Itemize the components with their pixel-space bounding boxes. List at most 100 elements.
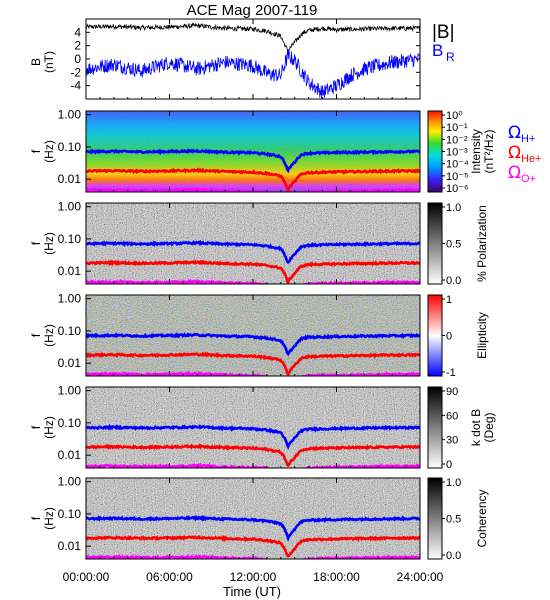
field-y-label: B	[29, 58, 43, 66]
panel-coherency: 1.00 0.10 0.01 f (Hz) 1.0 0.5 0.0 Coherency	[29, 475, 489, 562]
panel-ellipticity: 1.00 0.10 0.01 f (Hz) 1 0 -1 Ellipticity	[29, 292, 489, 379]
y-tick-label: 1.00	[58, 108, 82, 122]
kdotb-y-label: f	[29, 425, 43, 429]
y-tick-label: 0.10	[58, 507, 82, 521]
field-series-group	[85, 22, 421, 99]
gyro-line-H	[86, 423, 420, 451]
field-y-ticks: 420-2-4	[70, 25, 420, 93]
y-tick-label: 0.10	[58, 232, 82, 246]
coherency-y-label: f	[29, 516, 43, 520]
polarization-colorbar-label: % Polarization	[475, 205, 489, 282]
kdotb-y-unit: (Hz)	[42, 416, 56, 439]
gyro-line-He	[86, 351, 420, 376]
legend-omega-he-sub: He+	[521, 153, 542, 165]
spectrogram-panels: 1.000.100.01f (Hz)10⁰10⁻¹10⁻²10⁻³10⁻⁴10⁻⁵…	[29, 108, 496, 562]
polarization-y-unit: (Hz)	[42, 232, 56, 255]
x-tick-label: 00:00:00	[63, 570, 110, 584]
field-y-tick-label: -4	[70, 79, 81, 93]
kdotb-colorbar	[427, 386, 443, 469]
colorbar-tick-label: 0	[446, 331, 452, 343]
gyro-line-He	[86, 534, 420, 558]
colorbar-tick-label: 0.5	[446, 514, 461, 526]
gyro-line-He	[86, 259, 420, 284]
coherency-colorbar-label: Coherency	[475, 489, 489, 547]
panel-polarization: 1.00 0.10 0.01 f (Hz) 1.0 0.5 0.0 % Polarization	[29, 200, 489, 287]
y-tick-label: 1.00	[58, 384, 82, 398]
y-tick-label: 0.10	[58, 416, 82, 430]
gyro-line-He	[86, 443, 420, 468]
series-total-field	[85, 22, 421, 54]
field-y-tick-label: 4	[74, 25, 81, 39]
colorbar-tick-label: 10⁻³	[446, 147, 468, 159]
legend-omega-o: Ω	[508, 163, 521, 183]
legend-omega-h: Ω	[508, 123, 521, 143]
field-y-tick-label: 0	[74, 52, 81, 66]
colorbar-tick-label: 1	[446, 294, 452, 306]
colorbar-tick-label: 10⁻¹	[446, 122, 468, 134]
gyro-line-H	[86, 332, 420, 357]
colorbar-tick-label: -1	[446, 367, 456, 379]
ellipticity-colorbar	[427, 294, 443, 377]
y-tick-label: 1.00	[58, 475, 82, 489]
colorbar-tick-label: 10⁰	[446, 110, 463, 122]
kdotb-colorbar-label: k dot B	[469, 409, 483, 446]
y-tick-label: 0.01	[58, 356, 82, 370]
x-tick-label: 18:00:00	[313, 570, 360, 584]
legend-radial-field: B	[432, 41, 443, 60]
ellipticity-colorbar-label: Ellipticity	[475, 312, 489, 359]
colorbar-tick-label: 60	[446, 410, 458, 422]
chart-title: ACE Mag 2007-119	[187, 2, 318, 19]
field-y-unit: (nT)	[42, 51, 56, 73]
x-axis: 00:00:00 06:00:00 12:00:00 18:00:00 24:00:00	[63, 19, 444, 584]
panel-kdotb: 1.00 0.10 0.01 f (Hz) 90 60 30 0 k dot B (Deg)	[29, 384, 496, 471]
y-tick-label: 0.01	[58, 448, 82, 462]
colorbar-tick-label: 30	[446, 435, 458, 447]
legend-omega-h-sub: H+	[521, 133, 535, 145]
polarization-y-label: f	[29, 241, 43, 245]
gyro-line-H	[86, 148, 420, 174]
coherency-y-unit: (Hz)	[42, 507, 56, 530]
colorbar-tick-label: 10⁻⁶	[446, 183, 469, 195]
gyro-line-H	[86, 239, 420, 265]
intensity-y-unit: (Hz)	[42, 140, 56, 163]
colorbar-tick-label: 1.0	[446, 477, 461, 489]
colorbar-tick-label: 10⁻⁵	[446, 171, 469, 183]
field-panel: 420-2-4 B (nT) |B| B R	[29, 18, 455, 100]
colorbar-tick-label: 0.0	[446, 275, 461, 287]
legend-radial-sub: R	[446, 50, 455, 64]
polarization-colorbar	[427, 202, 443, 285]
intensity-colorbar-label: Intensity	[469, 129, 483, 174]
y-tick-label: 0.01	[58, 264, 82, 278]
colorbar-tick-label: 0.0	[446, 550, 461, 562]
intensity-colorbar	[427, 110, 443, 193]
intensity-y-label: f	[29, 149, 43, 153]
gyro-line-He	[86, 167, 420, 192]
y-tick-label: 0.01	[58, 539, 82, 553]
kdotb-colorbar-unit: (Deg)	[482, 412, 496, 442]
field-y-tick-label: -2	[70, 65, 81, 79]
y-tick-label: 0.10	[58, 324, 82, 338]
series-radial-field	[85, 49, 421, 99]
ellipticity-y-unit: (Hz)	[42, 324, 56, 347]
legend-omega-o-sub: O+	[521, 173, 536, 185]
x-tick-label: 12:00:00	[230, 570, 277, 584]
field-y-tick-label: 2	[74, 39, 81, 53]
x-tick-label: 06:00:00	[146, 570, 193, 584]
legend-omega-he: Ω	[508, 143, 521, 163]
y-tick-label: 1.00	[58, 292, 82, 306]
legend-total-field: |B|	[432, 22, 455, 43]
y-tick-label: 1.00	[58, 200, 82, 214]
ellipticity-y-label: f	[29, 333, 43, 337]
colorbar-tick-label: 10⁻⁴	[446, 159, 469, 171]
colorbar-tick-label: 0	[446, 459, 452, 471]
y-tick-label: 0.10	[58, 140, 82, 154]
gyro-legend: Ω H+ Ω He+ Ω O+	[508, 123, 542, 185]
coherency-colorbar	[427, 477, 443, 560]
x-axis-label: Time (UT)	[223, 584, 281, 599]
gyro-line-H	[86, 514, 420, 542]
panel-intensity: 1.00 0.10 0.01 f (Hz) 10⁰10⁻¹10⁻²10⁻³10⁻⁴10⁻⁵…	[29, 108, 496, 195]
field-plot-area	[86, 19, 420, 99]
y-tick-label: 0.01	[58, 172, 82, 186]
colorbar-tick-label: 0.5	[446, 239, 461, 251]
